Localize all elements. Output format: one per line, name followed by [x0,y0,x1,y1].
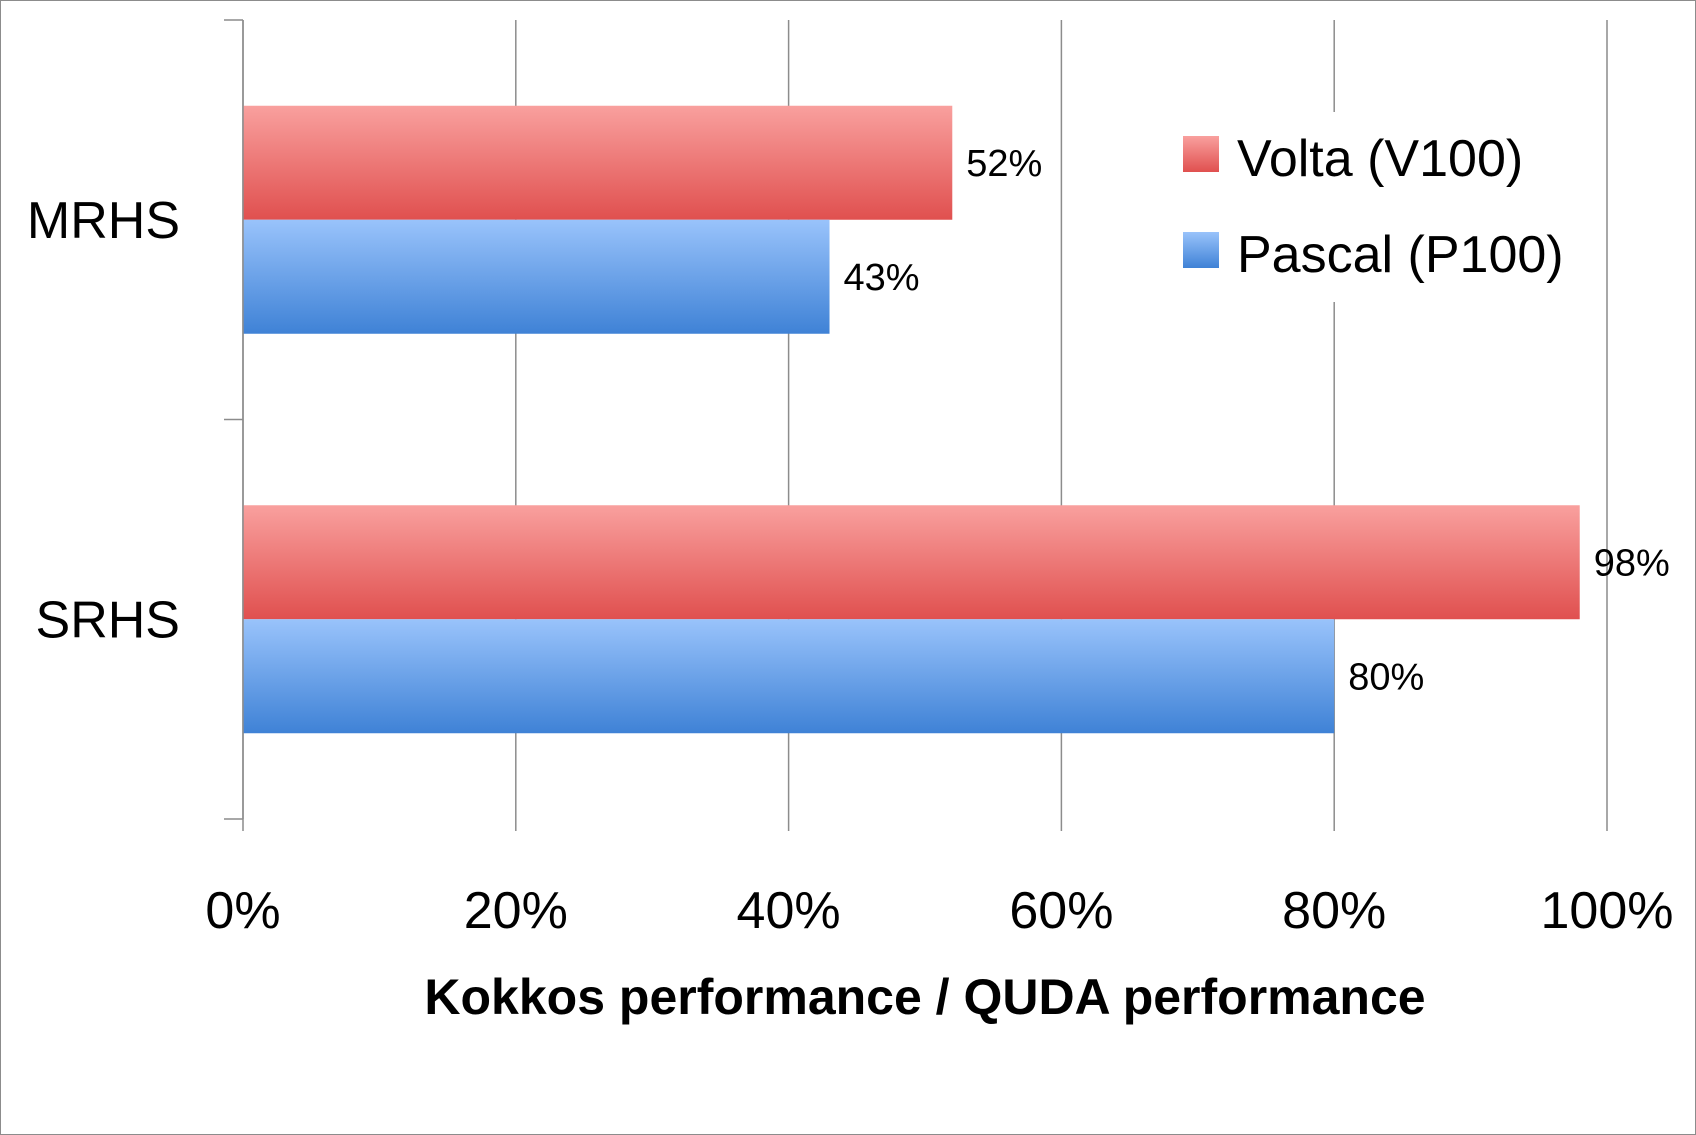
legend-swatch [1183,232,1219,268]
x-tick-label: 100% [1541,882,1674,940]
x-tick-label: 40% [737,882,841,940]
category-labels: MRHS SRHS [27,192,180,650]
data-label: 98% [1594,542,1670,584]
x-tick-labels: 0% 20% 40% 60% 80% 100% [205,882,1673,940]
legend-label: Volta (V100) [1237,130,1523,188]
category-label: SRHS [36,591,180,649]
bar [243,619,1335,734]
x-tick-label: 80% [1282,882,1386,940]
x-tick-label: 60% [1009,882,1113,940]
legend-label: Pascal (P100) [1237,226,1564,284]
x-tick-label: 0% [205,882,280,940]
bar [243,505,1580,620]
legend-background [1170,112,1600,302]
data-label: 52% [966,143,1042,185]
bar [243,105,953,220]
x-axis-title: Kokkos performance / QUDA performance [424,969,1425,1025]
legend: Volta (V100) Pascal (P100) [1170,112,1600,302]
x-tick-label: 20% [464,882,568,940]
legend-swatch [1183,136,1219,172]
data-label: 80% [1348,656,1424,698]
category-label: MRHS [27,192,180,250]
category-axis [224,19,244,820]
data-labels: 52% 43% 98% 80% [844,143,1670,699]
bars [243,105,1580,734]
data-label: 43% [844,257,920,299]
bar [243,219,830,334]
